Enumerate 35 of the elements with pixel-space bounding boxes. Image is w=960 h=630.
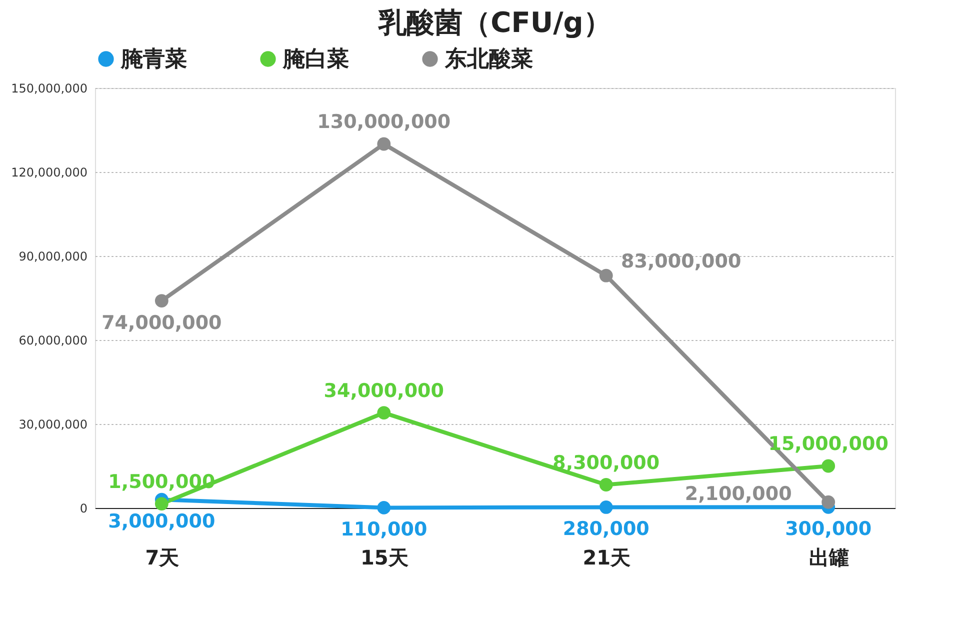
point: [822, 495, 836, 509]
data-label: 110,000: [340, 518, 428, 541]
chart-title: 乳酸菌（CFU/g）: [378, 6, 612, 39]
data-label: 3,000,000: [108, 510, 216, 533]
data-label: 130,000,000: [317, 111, 451, 133]
data-label: 1,500,000: [108, 470, 216, 493]
data-label: 34,000,000: [324, 380, 444, 402]
y-tick-label: 0: [80, 502, 88, 516]
data-label: 83,000,000: [621, 250, 742, 273]
x-tick-label: 出罐: [808, 546, 849, 570]
point: [599, 500, 613, 514]
x-tick-label: 15天: [360, 546, 408, 570]
point: [154, 497, 168, 510]
data-label: 8,300,000: [552, 452, 660, 474]
point: [154, 294, 168, 308]
point: [377, 406, 391, 420]
y-tick-label: 90,000,000: [18, 250, 88, 264]
legend-label: 东北酸菜: [444, 46, 533, 72]
point: [599, 268, 613, 282]
point: [599, 478, 613, 492]
data-label: 300,000: [785, 518, 872, 540]
point: [377, 500, 391, 514]
legend-label: 腌白菜: [282, 47, 349, 72]
y-tick-label: 60,000,000: [18, 334, 88, 348]
y-tick-label: 30,000,000: [18, 418, 88, 432]
y-tick-label: 150,000,000: [11, 82, 88, 96]
x-tick-label: 21天: [582, 546, 631, 570]
point: [377, 137, 391, 151]
x-tick-label: 7天: [145, 546, 180, 570]
point: [822, 459, 836, 473]
data-label: 280,000: [562, 518, 650, 540]
data-label: 74,000,000: [102, 312, 222, 334]
legend-label: 腌青菜: [120, 47, 187, 72]
data-label: 2,100,000: [684, 483, 792, 506]
y-tick-label: 120,000,000: [11, 166, 88, 180]
